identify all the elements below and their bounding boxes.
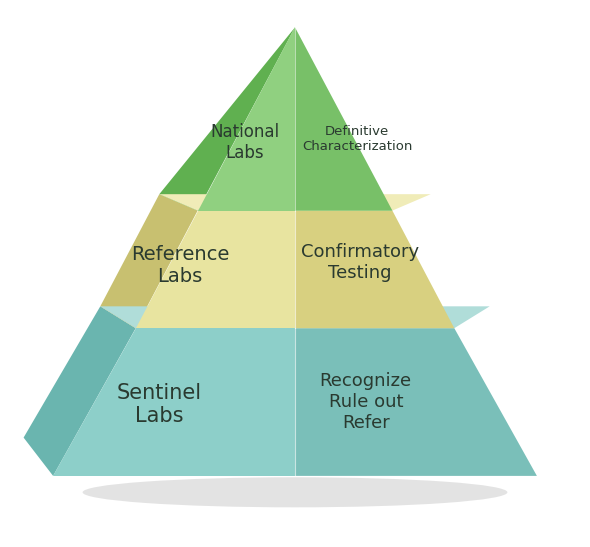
Polygon shape	[295, 27, 392, 211]
Polygon shape	[295, 211, 454, 328]
Polygon shape	[100, 306, 490, 328]
Polygon shape	[53, 328, 295, 476]
Polygon shape	[100, 194, 198, 328]
Polygon shape	[295, 328, 537, 476]
Polygon shape	[24, 306, 136, 476]
Text: Confirmatory
Testing: Confirmatory Testing	[301, 243, 419, 282]
Polygon shape	[136, 211, 295, 328]
Text: Sentinel
Labs: Sentinel Labs	[117, 383, 202, 426]
Polygon shape	[159, 27, 295, 211]
Text: National
Labs: National Labs	[210, 123, 280, 161]
Ellipse shape	[83, 477, 507, 508]
Text: Reference
Labs: Reference Labs	[131, 245, 229, 286]
Text: Definitive
Characterization: Definitive Characterization	[301, 125, 412, 154]
Polygon shape	[159, 194, 431, 211]
Polygon shape	[198, 189, 392, 211]
Text: Recognize
Rule out
Refer: Recognize Rule out Refer	[320, 373, 412, 432]
Polygon shape	[198, 27, 295, 211]
